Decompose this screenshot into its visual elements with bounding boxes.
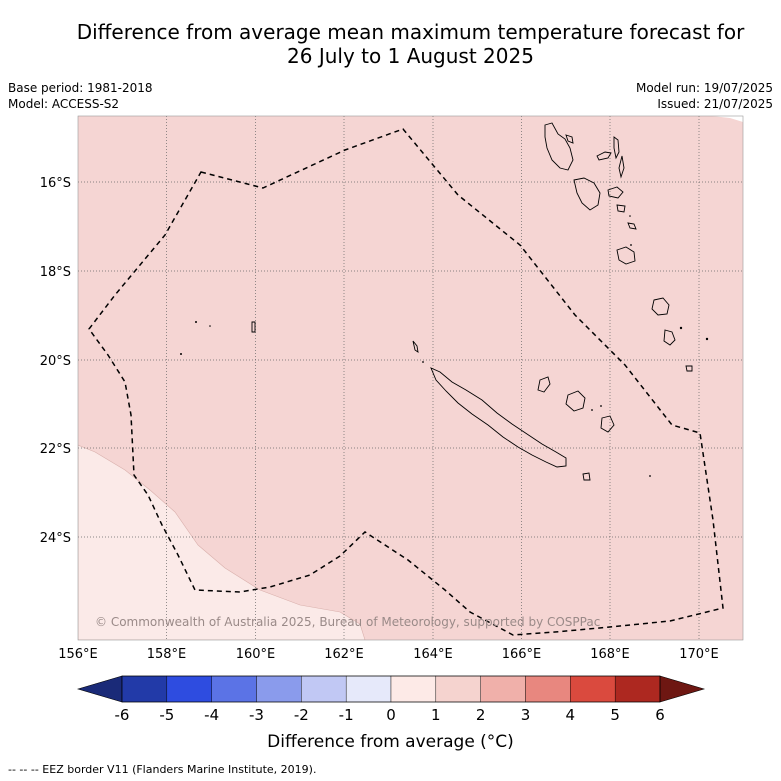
colorbar-tick-label: -2 bbox=[294, 706, 309, 724]
lat-label: 16°S bbox=[40, 176, 71, 191]
belep-island bbox=[412, 340, 419, 353]
chart-title: Difference from average mean maximum tem… bbox=[0, 20, 781, 68]
vanuatu-pentecost bbox=[618, 155, 625, 179]
lat-labels: 16°S 18°S 20°S 22°S 24°S bbox=[40, 176, 71, 546]
colorbar-tick-label: -5 bbox=[159, 706, 174, 724]
colorbar-tick-label: 0 bbox=[386, 706, 396, 724]
colorbar-cell bbox=[211, 675, 257, 703]
colorbar-cell bbox=[301, 675, 347, 703]
colorbar-high-extend bbox=[659, 675, 706, 703]
lon-label: 170°E bbox=[679, 647, 719, 662]
colorbar-cell bbox=[256, 675, 302, 703]
torres-islands bbox=[565, 134, 574, 144]
lon-label: 168°E bbox=[590, 647, 630, 662]
colorbar-cell bbox=[525, 675, 571, 703]
colorbar-tick-label: 4 bbox=[566, 706, 576, 724]
colorbar-cell bbox=[345, 675, 392, 703]
colorbar-cell bbox=[614, 675, 661, 703]
isle-of-pines bbox=[582, 472, 591, 481]
meta-left: Base period: 1981-2018 Model: ACCESS-S2 bbox=[8, 80, 153, 112]
copyright-notice: © Commonwealth of Australia 2025, Bureau… bbox=[95, 615, 600, 629]
new-caledonia-coast bbox=[430, 367, 567, 468]
lon-label: 162°E bbox=[324, 647, 364, 662]
vanuatu-santo bbox=[544, 122, 574, 171]
lat-label: 20°S bbox=[40, 354, 71, 369]
lon-labels: 156°E 158°E 160°E 162°E 164°E 166°E 168°… bbox=[58, 647, 719, 662]
issued-date: Issued: 21/07/2025 bbox=[657, 97, 773, 111]
vanuatu-erromango bbox=[651, 297, 670, 316]
map-frame bbox=[77, 115, 744, 641]
model-name: Model: ACCESS-S2 bbox=[8, 97, 120, 111]
vanuatu-tanna bbox=[663, 329, 676, 346]
lifou-island bbox=[565, 390, 586, 412]
lat-label: 24°S bbox=[40, 531, 71, 546]
islets bbox=[180, 215, 709, 477]
vanuatu-ambae bbox=[596, 151, 612, 161]
lon-label: 158°E bbox=[147, 647, 187, 662]
meta-right: Model run: 19/07/2025 Issued: 21/07/2025 bbox=[636, 80, 773, 112]
vanuatu-epi bbox=[616, 204, 626, 213]
colorbar-label: Difference from average (°C) bbox=[267, 732, 514, 752]
model-run: Model run: 19/07/2025 bbox=[635, 81, 773, 95]
colorbar-cell bbox=[570, 675, 616, 703]
eez-border bbox=[88, 128, 724, 636]
colorbar-tick-label: 1 bbox=[431, 706, 441, 724]
title-line-2: 26 July to 1 August 2025 bbox=[287, 44, 534, 68]
colorbar-cell bbox=[121, 675, 168, 703]
vanuatu-shepherds bbox=[627, 222, 637, 230]
lon-label: 164°E bbox=[413, 647, 453, 662]
colorbar-tick-label: -3 bbox=[249, 706, 264, 724]
colorbar-cells bbox=[121, 675, 661, 703]
gridlines bbox=[78, 116, 743, 640]
vanuatu-ambrym bbox=[607, 186, 624, 199]
colorbar-cell bbox=[390, 675, 437, 703]
colorbar-ticks: -6 -5 -4 -3 -2 -1 0 1 2 3 4 5 6 bbox=[115, 706, 665, 724]
colorbar-tick-label: -1 bbox=[339, 706, 354, 724]
colorbar-cell bbox=[480, 675, 526, 703]
map-panel: © Commonwealth of Australia 2025, Bureau… bbox=[78, 116, 743, 640]
lon-label: 160°E bbox=[236, 647, 276, 662]
lon-label: 156°E bbox=[58, 647, 98, 662]
vanuatu-maewo bbox=[613, 136, 620, 160]
anomaly-fill-0-to-1 bbox=[78, 444, 366, 640]
coastlines bbox=[251, 122, 693, 481]
colorbar-tick-label: 5 bbox=[610, 706, 620, 724]
colorbar-low-extend bbox=[76, 675, 123, 703]
eez-legend-note: -- -- -- EEZ border V11 (Flanders Marine… bbox=[8, 763, 317, 776]
colorbar-tick-label: 3 bbox=[521, 706, 531, 724]
fill-white-corner bbox=[712, 116, 743, 122]
colorbar-tick-label: 6 bbox=[655, 706, 665, 724]
mare-island bbox=[600, 415, 615, 433]
island-west bbox=[251, 321, 256, 333]
lat-label: 22°S bbox=[40, 442, 71, 457]
ouvea-island bbox=[537, 376, 551, 393]
colorbar-cell bbox=[435, 675, 481, 703]
lat-label: 18°S bbox=[40, 265, 71, 280]
colorbar-tick-label: -4 bbox=[204, 706, 219, 724]
lon-label: 166°E bbox=[502, 647, 542, 662]
colorbar: -6 -5 -4 -3 -2 -1 0 1 2 3 4 5 6 bbox=[76, 675, 706, 724]
title-line-1: Difference from average mean maximum tem… bbox=[76, 20, 745, 44]
vanuatu-efate bbox=[616, 246, 636, 265]
colorbar-tick-label: 2 bbox=[476, 706, 486, 724]
colorbar-tick-label: -6 bbox=[115, 706, 130, 724]
vanuatu-malekula bbox=[573, 177, 601, 211]
vanuatu-aneityum bbox=[685, 365, 693, 372]
colorbar-frame bbox=[121, 675, 661, 703]
colorbar-cell bbox=[166, 675, 212, 703]
base-period: Base period: 1981-2018 bbox=[8, 81, 153, 95]
